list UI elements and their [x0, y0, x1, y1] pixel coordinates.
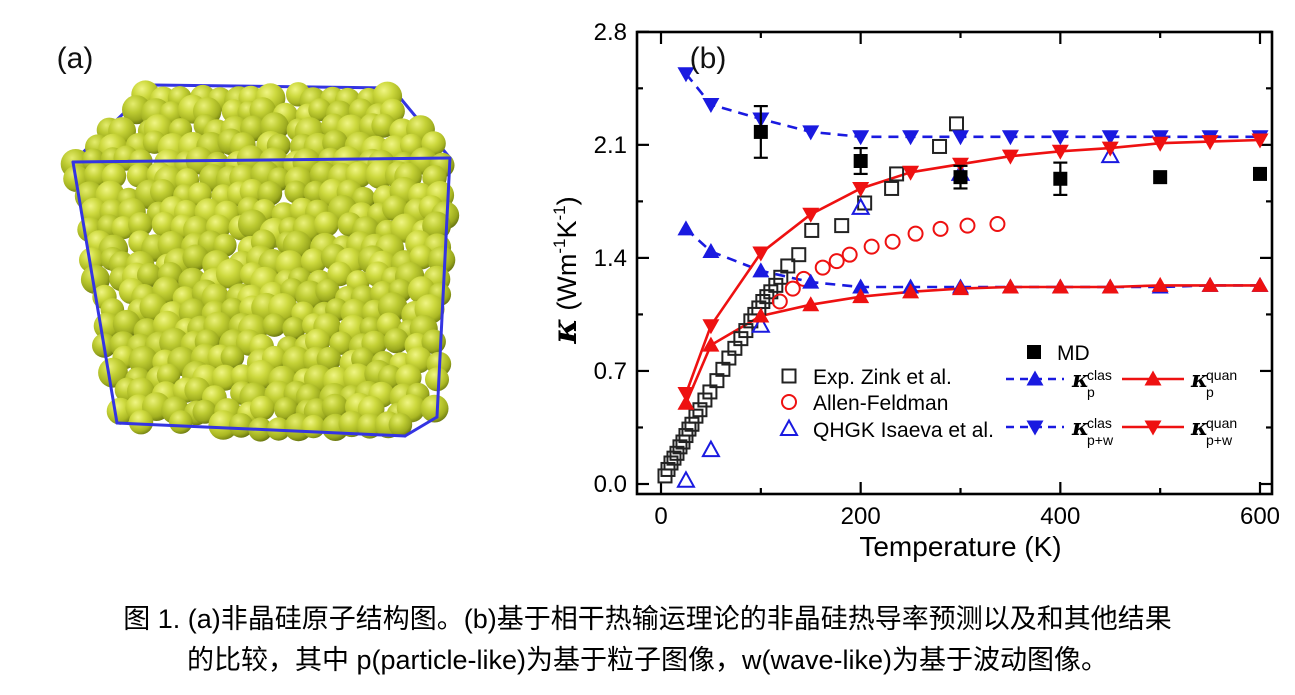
legend-subscript: p: [1206, 384, 1214, 400]
series-md: [753, 104, 1267, 197]
series-kpw_quan: [677, 133, 1269, 403]
legend-entry-allen_feldman: Allen-Feldman: [781, 392, 948, 415]
line-kpw_clas: [684, 72, 1260, 139]
legend-superscript: clas: [1087, 415, 1112, 431]
x-tick-label: 600: [1240, 503, 1280, 530]
y-tick-label: 0.7: [594, 358, 627, 385]
axes: 0 200 400 600 0.0 0.7 1.4 2.1 2.8 Temperature (K)…: [545, 19, 1280, 562]
legend: Exp. Zink et al. Allen-Feldman QHGK Isaeva…: [779, 342, 1237, 448]
thermal-conductivity-chart: 0 200 400 600 0.0 0.7 1.4 2.1 2.8 Temperature (K)…: [545, 19, 1280, 562]
legend-superscript: quan: [1206, 367, 1237, 383]
y-tick-label: 0.0: [594, 471, 627, 498]
panel-b-label: (b): [690, 42, 727, 75]
x-axis-title: Temperature (K): [859, 531, 1061, 562]
legend-kappa: κ: [1071, 366, 1089, 393]
legend-superscript: quan: [1206, 415, 1237, 431]
legend-kappa: κ: [1190, 366, 1208, 393]
box-front-edges: [71, 156, 452, 438]
y-tick-label: 2.8: [594, 19, 627, 46]
x-tick-label: 0: [654, 503, 667, 530]
figure-canvas: (a) 0 200 400 600 0.0 0.7 1.4 2.1 2.8 Temperature…: [57, 19, 1280, 562]
x-tick-label: 400: [1040, 503, 1080, 530]
legend-entry-exp_zink: Exp. Zink et al.: [781, 366, 952, 389]
caption-line-2: 的比较，其中 p(particle-like)为基于粒子图像，w(wave-li…: [186, 645, 1109, 675]
legend-subscript: p+w: [1087, 432, 1114, 448]
y-tick-label: 2.1: [594, 132, 627, 159]
legend-subscript: p: [1087, 384, 1095, 400]
amorphous-silicon-structure-image: [60, 80, 460, 442]
silicon-atoms: [60, 80, 460, 442]
legend-entry-md: MD: [1027, 342, 1090, 365]
legend-label: Exp. Zink et al.: [813, 366, 952, 389]
series-qhgk_isaeva: [676, 145, 1120, 488]
y-tick-label: 1.4: [594, 245, 627, 272]
legend-label: Allen-Feldman: [813, 392, 948, 415]
legend-kappa: κ: [1190, 414, 1208, 441]
legend-superscript: clas: [1087, 367, 1112, 383]
legend-entry-qhgk_isaeva: QHGK Isaeva et al.: [779, 418, 994, 442]
legend-subscript: p+w: [1206, 432, 1233, 448]
line-kpw_quan: [684, 138, 1261, 395]
legend-label: MD: [1057, 342, 1090, 365]
legend-label: QHGK Isaeva et al.: [813, 419, 994, 442]
caption-line-1: 图 1. (a)非晶硅原子结构图。(b)基于相干热输运理论的非晶硅热导率预测以及…: [123, 604, 1172, 634]
figure-caption: 图 1. (a)非晶硅原子结构图。(b)基于相干热输运理论的非晶硅热导率预测以及…: [0, 599, 1295, 681]
panel-a-label: (a): [57, 42, 94, 75]
x-tick-label: 200: [841, 503, 881, 530]
series-kp_quan: [677, 276, 1269, 410]
series-allen_feldman: [771, 215, 1006, 310]
y-axis-title: κ (Wm-1K-1): [545, 196, 585, 344]
legend-kappa: κ: [1071, 414, 1089, 441]
